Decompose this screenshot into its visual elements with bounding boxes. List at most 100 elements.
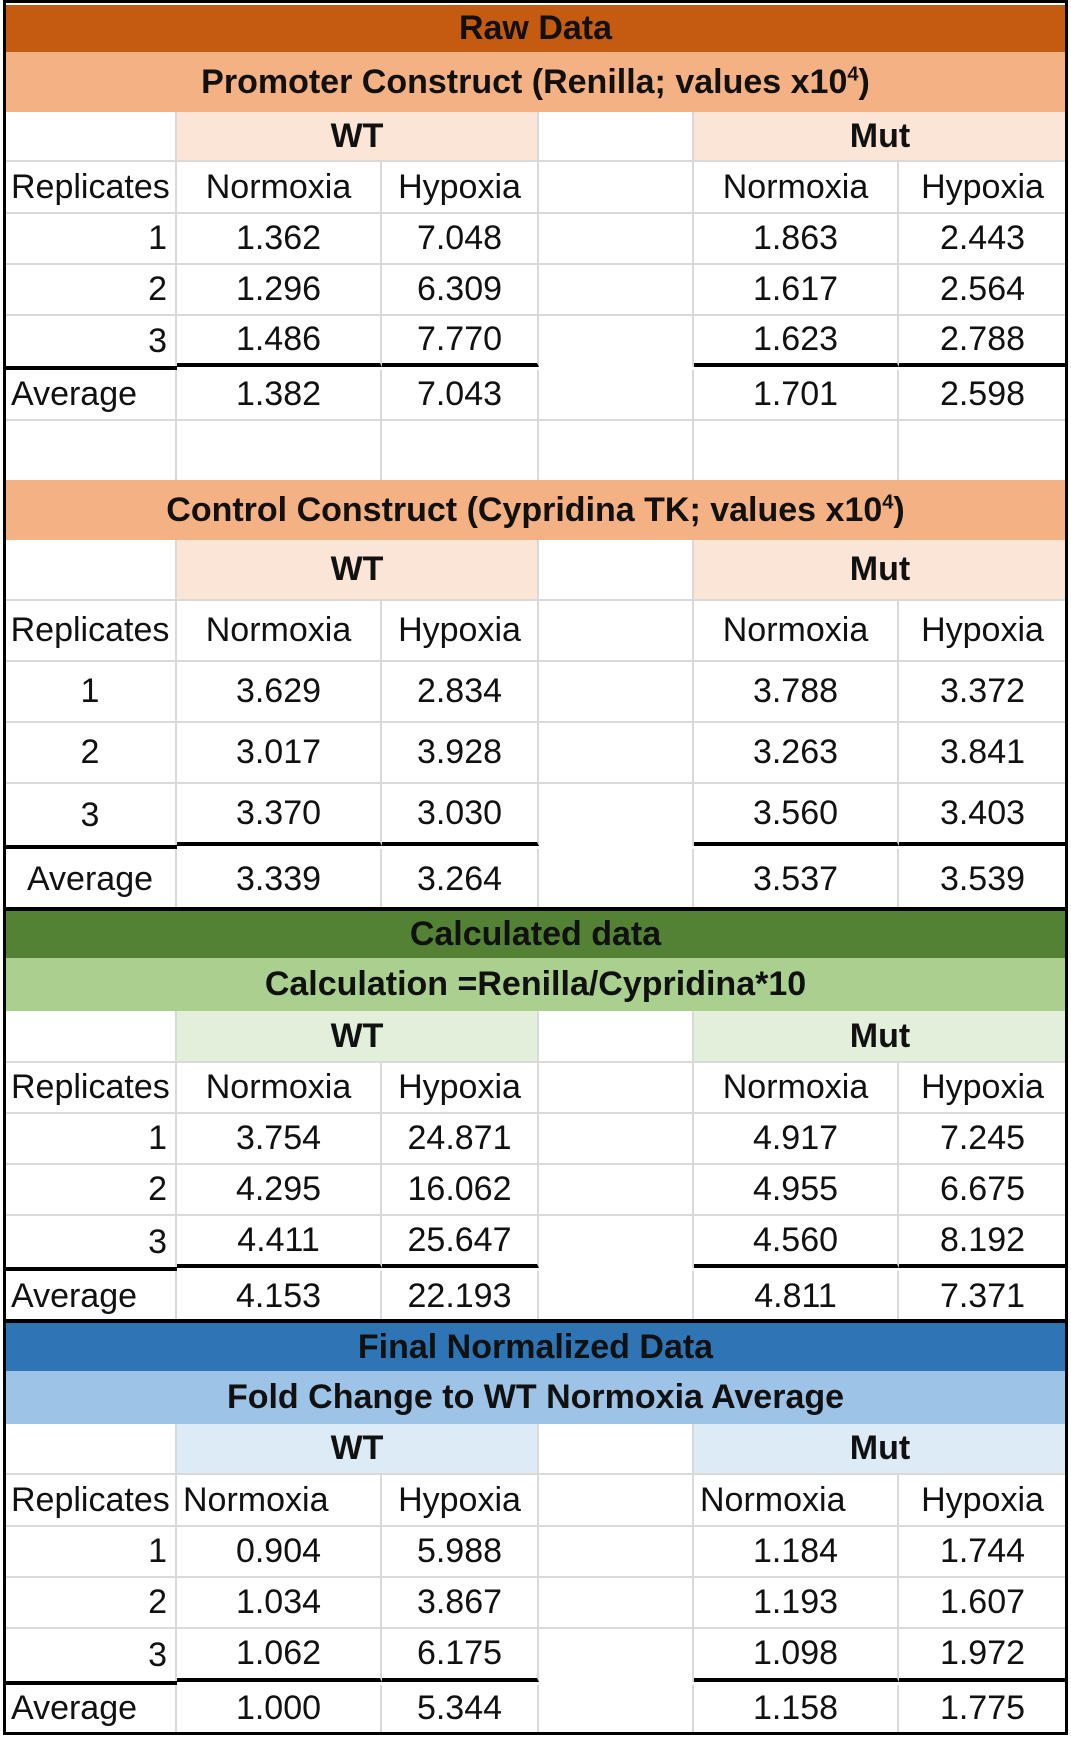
- mut-normoxia-value: 3.263: [694, 723, 899, 782]
- promoter-mut-header: Mut: [694, 112, 1066, 160]
- mut-normoxia-label: Normoxia: [694, 601, 899, 660]
- promoter-column-header-row: Replicates Normoxia Hypoxia Normoxia Hyp…: [5, 162, 1066, 214]
- replicate-number: 1: [5, 1114, 177, 1163]
- control-mut-header: Mut: [694, 540, 1066, 599]
- mut-normoxia-value: 4.560: [694, 1216, 899, 1268]
- mut-hypoxia-value: 2.443: [939, 219, 1026, 257]
- calculation-title: Calculation =Renilla/Cypridina*10: [264, 965, 807, 1003]
- promoter-wt-header: WT: [177, 112, 539, 160]
- mut-hypoxia-label: Hypoxia: [921, 1068, 1044, 1106]
- table-row: 3 4.411 25.647 4.560 8.192: [5, 1216, 1066, 1268]
- wt-hypoxia-value: 24.871: [382, 1114, 539, 1163]
- control-column-header-row: Replicates Normoxia Hypoxia Normoxia Hyp…: [5, 601, 1066, 662]
- wt-hypoxia-label: Hypoxia: [382, 1475, 539, 1525]
- wt-normoxia-average: 4.153: [177, 1271, 382, 1321]
- mut-hypoxia-value: 8.192: [899, 1216, 1066, 1268]
- table-row: 2 4.295 16.062 4.955 6.675: [5, 1165, 1066, 1216]
- calc-mut-header: Mut: [694, 1011, 1066, 1061]
- wt-normoxia-value: 4.295: [177, 1165, 382, 1214]
- replicate-number: 1: [5, 1527, 177, 1576]
- mut-normoxia-label: Normoxia: [694, 1063, 899, 1112]
- mut-normoxia-average: 4.811: [694, 1271, 899, 1321]
- rule: [5, 1267, 177, 1271]
- calculation-header: Calculation =Renilla/Cypridina*10: [5, 958, 1066, 1011]
- mut-hypoxia-value: 2.564: [939, 270, 1026, 308]
- raw-data-header: Raw Data: [5, 5, 1066, 52]
- average-label: Average: [5, 1685, 177, 1732]
- wt-hypoxia-value: 5.988: [382, 1527, 539, 1576]
- mut-hypoxia-average: 7.371: [939, 1276, 1026, 1315]
- raw-data-title: Raw Data: [458, 9, 613, 47]
- wt-normoxia-average: 1.382: [177, 370, 382, 419]
- table-row: 1 3.754 24.871 4.917 7.245: [5, 1114, 1066, 1165]
- calc-column-header-row: Replicates Normoxia Hypoxia Normoxia Hyp…: [5, 1063, 1066, 1114]
- promoter-group-row: WT Mut: [5, 112, 1066, 162]
- table-row: 1 1.362 7.048 1.863 2.443: [5, 214, 1066, 265]
- wt-normoxia-value: 1.362: [177, 214, 382, 263]
- mut-hypoxia-value: 1.607: [939, 1583, 1026, 1621]
- mut-normoxia-value: 1.623: [694, 316, 899, 367]
- rule: [5, 845, 177, 849]
- replicate-number: 2: [5, 723, 177, 782]
- mut-hypoxia-value: 3.403: [899, 784, 1066, 846]
- mut-normoxia-value: 1.184: [694, 1527, 899, 1576]
- average-label: Average: [5, 370, 177, 419]
- wt-hypoxia-label: Hypoxia: [382, 601, 539, 660]
- mut-normoxia-value: 1.863: [694, 214, 899, 263]
- wt-normoxia-label: Normoxia: [177, 601, 382, 660]
- wt-hypoxia-value: 7.770: [382, 316, 539, 367]
- wt-hypoxia-label: Hypoxia: [382, 162, 539, 212]
- table-row: 1 3.629 2.834 3.788 3.372: [5, 662, 1066, 723]
- calc-group-row: WT Mut: [5, 1011, 1066, 1063]
- replicate-number: 2: [5, 1165, 177, 1214]
- control-group-row: WT Mut: [5, 540, 1066, 601]
- table-row: 2 1.034 3.867 1.193 1.607: [5, 1578, 1066, 1629]
- replicates-label: Replicates: [5, 1475, 177, 1525]
- average-label: Average: [5, 849, 177, 909]
- wt-normoxia-value: 3.629: [177, 662, 382, 721]
- mut-hypoxia-label: Hypoxia: [921, 167, 1044, 206]
- table-row: 1 0.904 5.988 1.184 1.744: [5, 1527, 1066, 1578]
- wt-hypoxia-value: 25.647: [382, 1216, 539, 1268]
- wt-normoxia-value: 1.296: [177, 265, 382, 314]
- replicate-number: 2: [5, 265, 177, 314]
- wt-normoxia-value: 3.370: [177, 784, 382, 846]
- table-row: 3 1.062 6.175 1.098 1.972: [5, 1629, 1066, 1682]
- mut-normoxia-value: 1.098: [694, 1629, 899, 1682]
- wt-hypoxia-value: 6.175: [382, 1629, 539, 1682]
- control-wt-header: WT: [177, 540, 539, 599]
- mut-hypoxia-value: 3.841: [939, 733, 1026, 771]
- mut-normoxia-value: 3.788: [694, 662, 899, 721]
- final-mut-header: Mut: [694, 1424, 1066, 1473]
- wt-hypoxia-value: 3.030: [382, 784, 539, 846]
- mut-normoxia-average: 1.158: [694, 1685, 899, 1732]
- section-divider: [5, 907, 1066, 911]
- final-column-header-row: Replicates Normoxia Hypoxia Normoxia Hyp…: [5, 1475, 1066, 1527]
- control-construct-header: Control Construct (Cypridina TK; values …: [5, 480, 1066, 540]
- table-row: 2 3.017 3.928 3.263 3.841: [5, 723, 1066, 784]
- calc-wt-header: WT: [177, 1011, 539, 1061]
- wt-hypoxia-average: 7.043: [382, 370, 539, 419]
- final-wt-header: WT: [177, 1424, 539, 1473]
- mut-hypoxia-value: 6.675: [939, 1170, 1026, 1208]
- mut-hypoxia-value: 3.372: [939, 672, 1026, 710]
- replicates-label: Replicates: [5, 1063, 177, 1112]
- mut-normoxia-label: Normoxia: [694, 162, 899, 212]
- mut-normoxia-value: 3.560: [694, 784, 899, 846]
- mut-normoxia-average: 1.701: [694, 370, 899, 419]
- replicate-number: 1: [5, 662, 177, 721]
- wt-normoxia-average: 3.339: [177, 849, 382, 909]
- average-row: Average 4.153 22.193 4.811 7.371: [5, 1271, 1066, 1321]
- section-divider: [5, 1319, 1066, 1323]
- table-row: 2 1.296 6.309 1.617 2.564: [5, 265, 1066, 316]
- promoter-construct-title: Promoter Construct (Renilla; values x104…: [201, 62, 870, 101]
- wt-normoxia-value: 3.754: [177, 1114, 382, 1163]
- replicates-label: Replicates: [5, 601, 177, 660]
- replicate-number: 3: [5, 1629, 177, 1682]
- mut-hypoxia-average: 2.598: [939, 375, 1026, 413]
- wt-hypoxia-value: 3.928: [382, 723, 539, 782]
- promoter-construct-header: Promoter Construct (Renilla; values x104…: [5, 52, 1066, 112]
- wt-normoxia-value: 1.034: [177, 1578, 382, 1627]
- table-row: 3 3.370 3.030 3.560 3.403: [5, 784, 1066, 846]
